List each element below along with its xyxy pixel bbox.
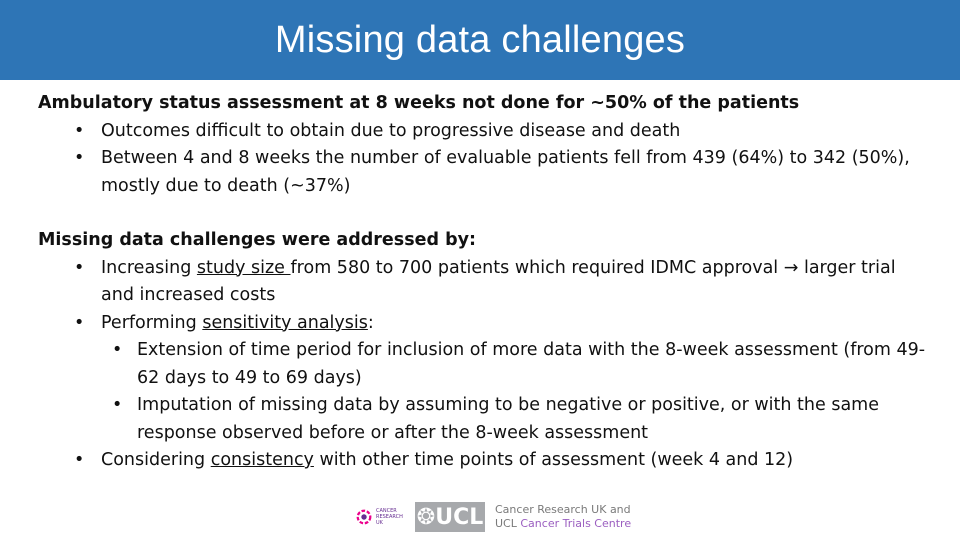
bullet-icon: •	[112, 340, 123, 360]
cruk-logo: CANCER RESEARCH UK	[355, 500, 405, 534]
bullet-icon: •	[74, 312, 85, 333]
list-item: • Performing sensitivity analysis:	[38, 310, 928, 338]
bullet-icon: •	[74, 120, 85, 141]
bullet-text: Between 4 and 8 weeks the number of eval…	[101, 148, 910, 196]
ctc-line-1: Cancer Research UK and	[495, 503, 631, 516]
section-heading-addressed: Missing data challenges were addressed b…	[38, 230, 477, 250]
cruk-logo-text: CANCER RESEARCH UK	[376, 508, 403, 526]
ctc-centre-text: Cancer Trials Centre	[520, 517, 632, 530]
slide-title: Missing data challenges	[274, 18, 686, 61]
bullet-text: Extension of time period for inclusion o…	[137, 340, 926, 388]
section-heading-ambulatory: Ambulatory status assessment at 8 weeks …	[38, 93, 800, 113]
bullet-text: Performing	[101, 312, 203, 333]
sub-list-item: • Imputation of missing data by assuming …	[38, 392, 928, 447]
bullet-text: with other time points of assessment (we…	[313, 450, 794, 470]
bullet-text: Increasing	[101, 257, 197, 278]
ucl-logo: ❂UCL	[415, 502, 485, 532]
cruk-mark-icon	[356, 509, 372, 525]
cancer-trials-centre-logo: Cancer Research UK and UCL Cancer Trials…	[495, 503, 631, 531]
bullet-text: Imputation of missing data by assuming t…	[137, 395, 879, 443]
list-item: • Outcomes difficult to obtain due to pro…	[38, 118, 928, 146]
bullet-text: Considering	[101, 450, 211, 470]
underlined-term: sensitivity analysis	[202, 312, 368, 333]
title-bar: Missing data challenges	[0, 0, 960, 80]
underlined-term: consistency	[210, 450, 314, 470]
bullet-icon: •	[74, 148, 85, 168]
bullet-icon: •	[74, 450, 85, 470]
slide-body: Ambulatory status assessment at 8 weeks …	[38, 90, 928, 475]
bullet-text: :	[367, 312, 374, 333]
addressed-bullet-list: • Increasing study size from 580 to 700 p…	[38, 255, 928, 475]
bullet-icon: •	[112, 395, 123, 415]
sub-list-item: • Extension of time period for inclusion …	[38, 337, 928, 392]
list-item: • Between 4 and 8 weeks the number of eva…	[38, 145, 928, 200]
bullet-text: Outcomes difficult to obtain due to prog…	[101, 120, 681, 141]
underlined-term: study size	[196, 257, 291, 278]
footer-logos: CANCER RESEARCH UK ❂UCL Cancer Research …	[355, 500, 631, 534]
bullet-text: from 580 to 700 patients which required …	[101, 257, 896, 306]
list-item: • Increasing study size from 580 to 700 p…	[38, 255, 928, 310]
ctc-ucl-text: UCL	[495, 517, 517, 530]
bullet-icon: •	[74, 257, 85, 278]
ambulatory-bullet-list: • Outcomes difficult to obtain due to pro…	[38, 118, 928, 201]
list-item: • Considering consistency with other time…	[38, 447, 928, 475]
